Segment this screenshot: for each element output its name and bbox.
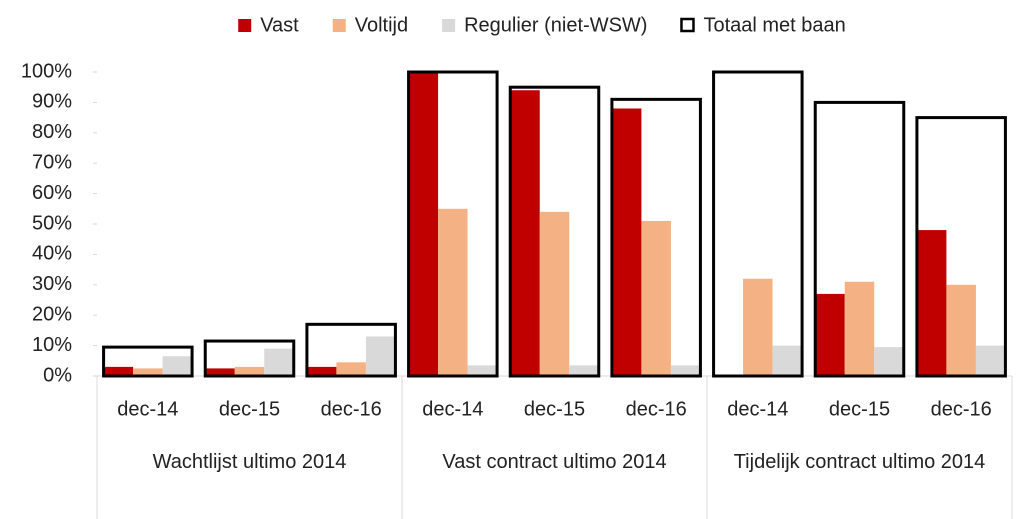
bar [844, 281, 875, 376]
bar [874, 347, 904, 376]
total-outline [610, 97, 702, 378]
x-tick-label: dec-14 [727, 398, 788, 420]
bar [815, 293, 845, 376]
x-tick-label: dec-15 [524, 398, 585, 420]
bar [772, 345, 803, 376]
bar [569, 365, 599, 376]
y-tick-label: 100% [21, 60, 72, 82]
total-outline [712, 70, 804, 378]
x-tick-label: dec-15 [829, 398, 890, 420]
x-tick-label: dec-16 [626, 398, 687, 420]
legend-swatch [680, 17, 695, 33]
y-tick-label: 10% [32, 334, 72, 356]
bar [946, 284, 976, 376]
total-outline [813, 100, 906, 378]
x-tick-label: dec-14 [422, 398, 483, 420]
y-tick-label: 80% [32, 121, 72, 143]
total-outline [102, 345, 194, 378]
bar [510, 90, 540, 377]
bar [133, 368, 163, 376]
y-tick-label: 30% [32, 273, 72, 295]
total-outline [407, 70, 499, 378]
y-tick-label: 60% [32, 182, 72, 204]
total-outline [203, 339, 296, 378]
bar [975, 345, 1006, 376]
legend-label: Voltijd [355, 14, 408, 36]
bar [438, 208, 468, 376]
bar [162, 356, 193, 376]
bar [467, 365, 498, 376]
bar [916, 230, 947, 376]
bar [264, 348, 294, 376]
bar [408, 72, 439, 376]
total-outline [915, 116, 1007, 378]
bar [103, 366, 134, 376]
bar [306, 366, 337, 376]
total-outline [305, 322, 397, 378]
y-tick-label: 0% [43, 364, 72, 386]
group-label: Vast contract ultimo 2014 [442, 451, 667, 473]
group-label: Tijdelijk contract ultimo 2014 [733, 451, 986, 473]
bar [743, 278, 773, 376]
bar [539, 211, 570, 376]
legend-swatch [238, 19, 252, 32]
x-tick-label: dec-14 [117, 398, 178, 420]
y-tick-label: 40% [32, 243, 72, 265]
y-tick-label: 70% [32, 151, 72, 173]
y-tick-label: 90% [32, 91, 72, 113]
group-label: Wachtlijst ultimo 2014 [152, 451, 347, 473]
total-outline [508, 85, 601, 378]
y-tick-label: 50% [32, 212, 72, 234]
legend-label: Totaal met baan [703, 14, 845, 36]
legend-label: Vast [260, 14, 299, 36]
bar [365, 336, 396, 376]
bar [205, 368, 235, 376]
legend-swatch [332, 19, 346, 32]
y-tick-label: 20% [32, 303, 72, 325]
bar [670, 365, 701, 376]
x-tick-label: dec-15 [219, 398, 280, 420]
bar [641, 220, 671, 376]
x-tick-label: dec-16 [321, 398, 382, 420]
legend-label: Regulier (niet-WSW) [464, 14, 647, 36]
x-tick-label: dec-16 [931, 398, 992, 420]
bar [234, 366, 265, 376]
bar [611, 108, 642, 376]
bar [336, 362, 366, 376]
legend-swatch [442, 19, 456, 32]
